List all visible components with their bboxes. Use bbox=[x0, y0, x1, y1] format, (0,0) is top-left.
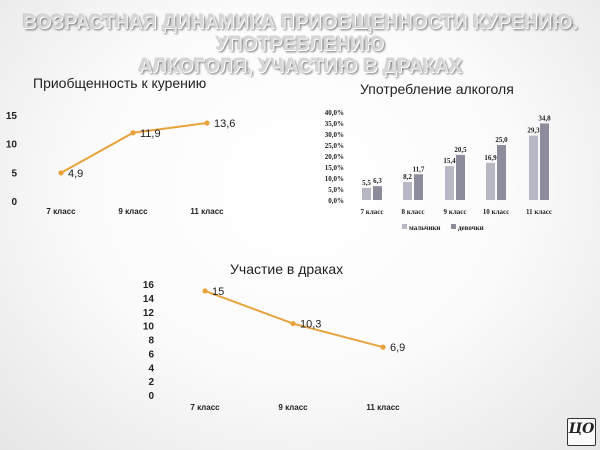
smoking-chart-title: Приобщенность к курению bbox=[33, 75, 207, 91]
logo: ЦО bbox=[567, 418, 596, 446]
logo-text: ЦО bbox=[568, 421, 595, 437]
smoking-category-label: 9 класс bbox=[118, 207, 148, 216]
alcohol-chart-title: Употребление алкоголя bbox=[360, 81, 514, 97]
fights-chart-title: Участие в драках bbox=[230, 261, 344, 277]
fights-y-tick: 4 bbox=[148, 363, 154, 374]
alcohol-category-label: 7 класс bbox=[361, 208, 384, 216]
slide-title-line-2: алкоголя, участию в драках bbox=[138, 56, 462, 77]
fights-y-tick: 8 bbox=[148, 336, 154, 347]
fights-y-tick: 2 bbox=[148, 377, 154, 388]
alcohol-legend-swatch bbox=[451, 224, 456, 229]
alcohol-legend-label: мальчики bbox=[409, 224, 440, 232]
smoking-category-label: 7 класс bbox=[46, 207, 76, 216]
smoking-y-tick: 0 bbox=[11, 197, 17, 208]
fights-data-point bbox=[380, 344, 386, 350]
alcohol-bar-label: 15,4 bbox=[443, 157, 456, 165]
alcohol-bar-девочки bbox=[414, 174, 423, 200]
alcohol-bar-label: 20,5 bbox=[454, 146, 467, 154]
alcohol-bar-мальчики bbox=[362, 187, 371, 200]
fights-data-point bbox=[202, 288, 208, 294]
alcohol-y-tick: 20,0% bbox=[325, 153, 344, 161]
alcohol-bar-label: 25,0 bbox=[495, 136, 508, 144]
smoking-data-label: 13,6 bbox=[214, 118, 235, 130]
slide-title-line-1: Возрастная динамика приобщенности курени… bbox=[22, 12, 578, 55]
fights-data-label: 6,9 bbox=[390, 342, 405, 354]
alcohol-y-tick: 35,0% bbox=[325, 120, 344, 128]
alcohol-y-tick: 40,0% bbox=[325, 109, 344, 117]
alcohol-y-tick: 5,0% bbox=[328, 186, 344, 194]
alcohol-bar-мальчики bbox=[486, 162, 495, 200]
alcohol-category-label: 11 класс bbox=[526, 208, 552, 216]
fights-category-label: 9 класс bbox=[278, 403, 308, 412]
alcohol-bar-label: 5,5 bbox=[362, 179, 371, 187]
alcohol-bar-мальчики bbox=[403, 181, 412, 200]
alcohol-y-tick: 30,0% bbox=[325, 131, 344, 139]
alcohol-bar-label: 34,8 bbox=[538, 114, 551, 122]
fights-y-tick: 0 bbox=[148, 391, 154, 402]
fights-y-tick: 10 bbox=[143, 322, 155, 333]
alcohol-y-tick: 10,0% bbox=[325, 175, 344, 183]
alcohol-y-tick: 15,0% bbox=[325, 164, 344, 172]
fights-data-label: 15 bbox=[212, 286, 224, 298]
alcohol-category-label: 9 класс bbox=[444, 208, 467, 216]
alcohol-bar-девочки bbox=[373, 186, 382, 200]
alcohol-bar-label: 8,2 bbox=[403, 173, 412, 181]
alcohol-legend-label: девочки bbox=[458, 224, 484, 232]
alcohol-bar-label: 29,3 bbox=[527, 127, 540, 135]
fights-y-tick: 12 bbox=[143, 308, 155, 319]
smoking-data-point bbox=[204, 120, 210, 126]
smoking-line-chart: 0 5 10 15 7 класс 9 класс 11 класс 4,9 11,9 13,6 bbox=[6, 111, 236, 216]
fights-y-tick: 14 bbox=[143, 294, 155, 305]
fights-category-label: 7 класс bbox=[190, 403, 220, 412]
fights-line-chart: 0 2 4 6 8 10 12 14 16 7 класс 9 класс 11 класс 15 10,… bbox=[143, 280, 405, 412]
smoking-data-point bbox=[130, 130, 136, 136]
smoking-data-label: 4,9 bbox=[68, 168, 83, 180]
fights-y-tick: 6 bbox=[148, 349, 154, 360]
alcohol-bar-label: 6,3 bbox=[373, 177, 382, 185]
alcohol-category-label: 8 класс bbox=[402, 208, 425, 216]
slide-title: Возрастная динамика приобщенности курени… bbox=[10, 12, 590, 78]
alcohol-bar-девочки bbox=[456, 154, 465, 200]
smoking-category-label: 11 класс bbox=[190, 207, 224, 216]
smoking-y-tick: 15 bbox=[6, 111, 18, 122]
fights-series-line bbox=[204, 289, 384, 349]
fights-category-label: 11 класс bbox=[366, 403, 400, 412]
alcohol-y-tick: 0,0% bbox=[328, 197, 344, 205]
fights-y-tick: 16 bbox=[143, 280, 155, 291]
alcohol-bar-мальчики bbox=[445, 166, 454, 200]
alcohol-bar-мальчики bbox=[529, 135, 538, 200]
smoking-data-label: 11,9 bbox=[140, 128, 161, 140]
smoking-y-tick: 10 bbox=[6, 140, 18, 151]
alcohol-y-tick: 25,0% bbox=[325, 142, 344, 150]
smoking-y-tick: 5 bbox=[11, 168, 17, 179]
alcohol-bar-label: 16,9 bbox=[484, 154, 497, 162]
alcohol-category-label: 10 класс bbox=[483, 208, 509, 216]
alcohol-bar-девочки bbox=[497, 145, 506, 200]
smoking-data-point bbox=[58, 170, 64, 176]
fights-data-label: 10,3 bbox=[300, 319, 321, 331]
alcohol-bar-label: 11,7 bbox=[413, 165, 425, 173]
fights-data-point bbox=[290, 320, 296, 327]
alcohol-bar-девочки bbox=[540, 123, 549, 200]
alcohol-bar-chart: 0,0% 5,0% 10,0% 15,0% 20,0% 25,0% 30,0% 35,0% 40… bbox=[325, 109, 552, 232]
alcohol-legend-swatch bbox=[402, 224, 407, 229]
